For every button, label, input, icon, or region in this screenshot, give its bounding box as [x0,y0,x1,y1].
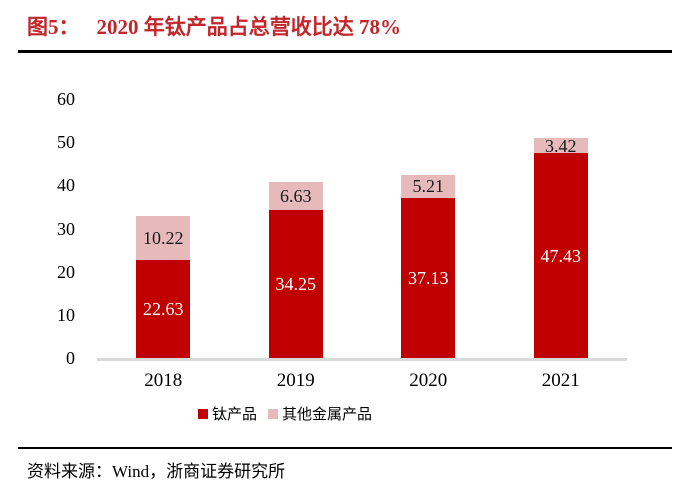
bar-value-label: 37.13 [408,267,449,288]
x-tick-label: 2018 [144,370,183,391]
bar-segment-secondary: 3.42 [533,135,588,156]
source-note: 资料来源：Wind，浙商证券研究所 [27,462,286,481]
figure-title: 图5： 2020 年钛产品占总营收比达 78% [27,11,401,41]
y-tick-label: 40 [57,175,75,196]
bar-value-label: 34.25 [275,274,317,295]
bar-segment-primary: 22.63 [136,260,191,358]
bar-segment-secondary: 6.63 [268,181,323,211]
stacked-bar-chart: 0 10 20 30 40 50 60 22.63 10.22 34.25 6.63 37.13 5.… [0,60,688,440]
y-tick-label: 0 [66,348,75,368]
x-tick-label: 2021 [541,370,580,391]
legend-item: 钛产品 [198,403,257,424]
bar-value-label: 5.21 [412,176,445,197]
y-tick-label: 20 [57,261,75,282]
bar-value-label: 6.63 [280,185,312,206]
bar-segment-secondary: 10.22 [136,216,191,261]
bar-segment-secondary: 5.21 [401,175,456,198]
x-tick-label: 2019 [276,370,315,391]
figure-number-label: 图5： [27,15,80,39]
bar-value-label: 10.22 [143,228,184,249]
y-tick-label: 30 [57,218,75,239]
legend: 钛产品 其他金属产品 [198,403,372,424]
x-tick-label: 2020 [409,370,448,391]
legend-label: 钛产品 [212,407,258,423]
bar-segment-primary: 34.25 [268,210,323,358]
bottom-divider-rule [18,447,672,449]
bar-segment-primary: 47.43 [533,153,588,358]
y-tick-label: 50 [57,132,75,153]
legend-swatch-icon [268,408,279,419]
bar-value-label: 22.63 [143,299,184,320]
top-divider-rule [18,50,672,53]
y-tick-label: 10 [57,304,75,325]
legend-swatch-icon [198,408,208,419]
bar-value-label: 47.43 [540,245,582,266]
bar-segment-primary: 37.13 [401,197,456,358]
figure-title-text: 2020 年钛产品占总营收比达 78% [96,15,402,39]
bar-value-label: 3.42 [545,135,577,156]
legend-item: 其他金属产品 [268,403,372,424]
y-tick-label: 60 [57,89,75,109]
x-axis-line [97,358,627,361]
legend-label: 其他金属产品 [282,407,373,423]
